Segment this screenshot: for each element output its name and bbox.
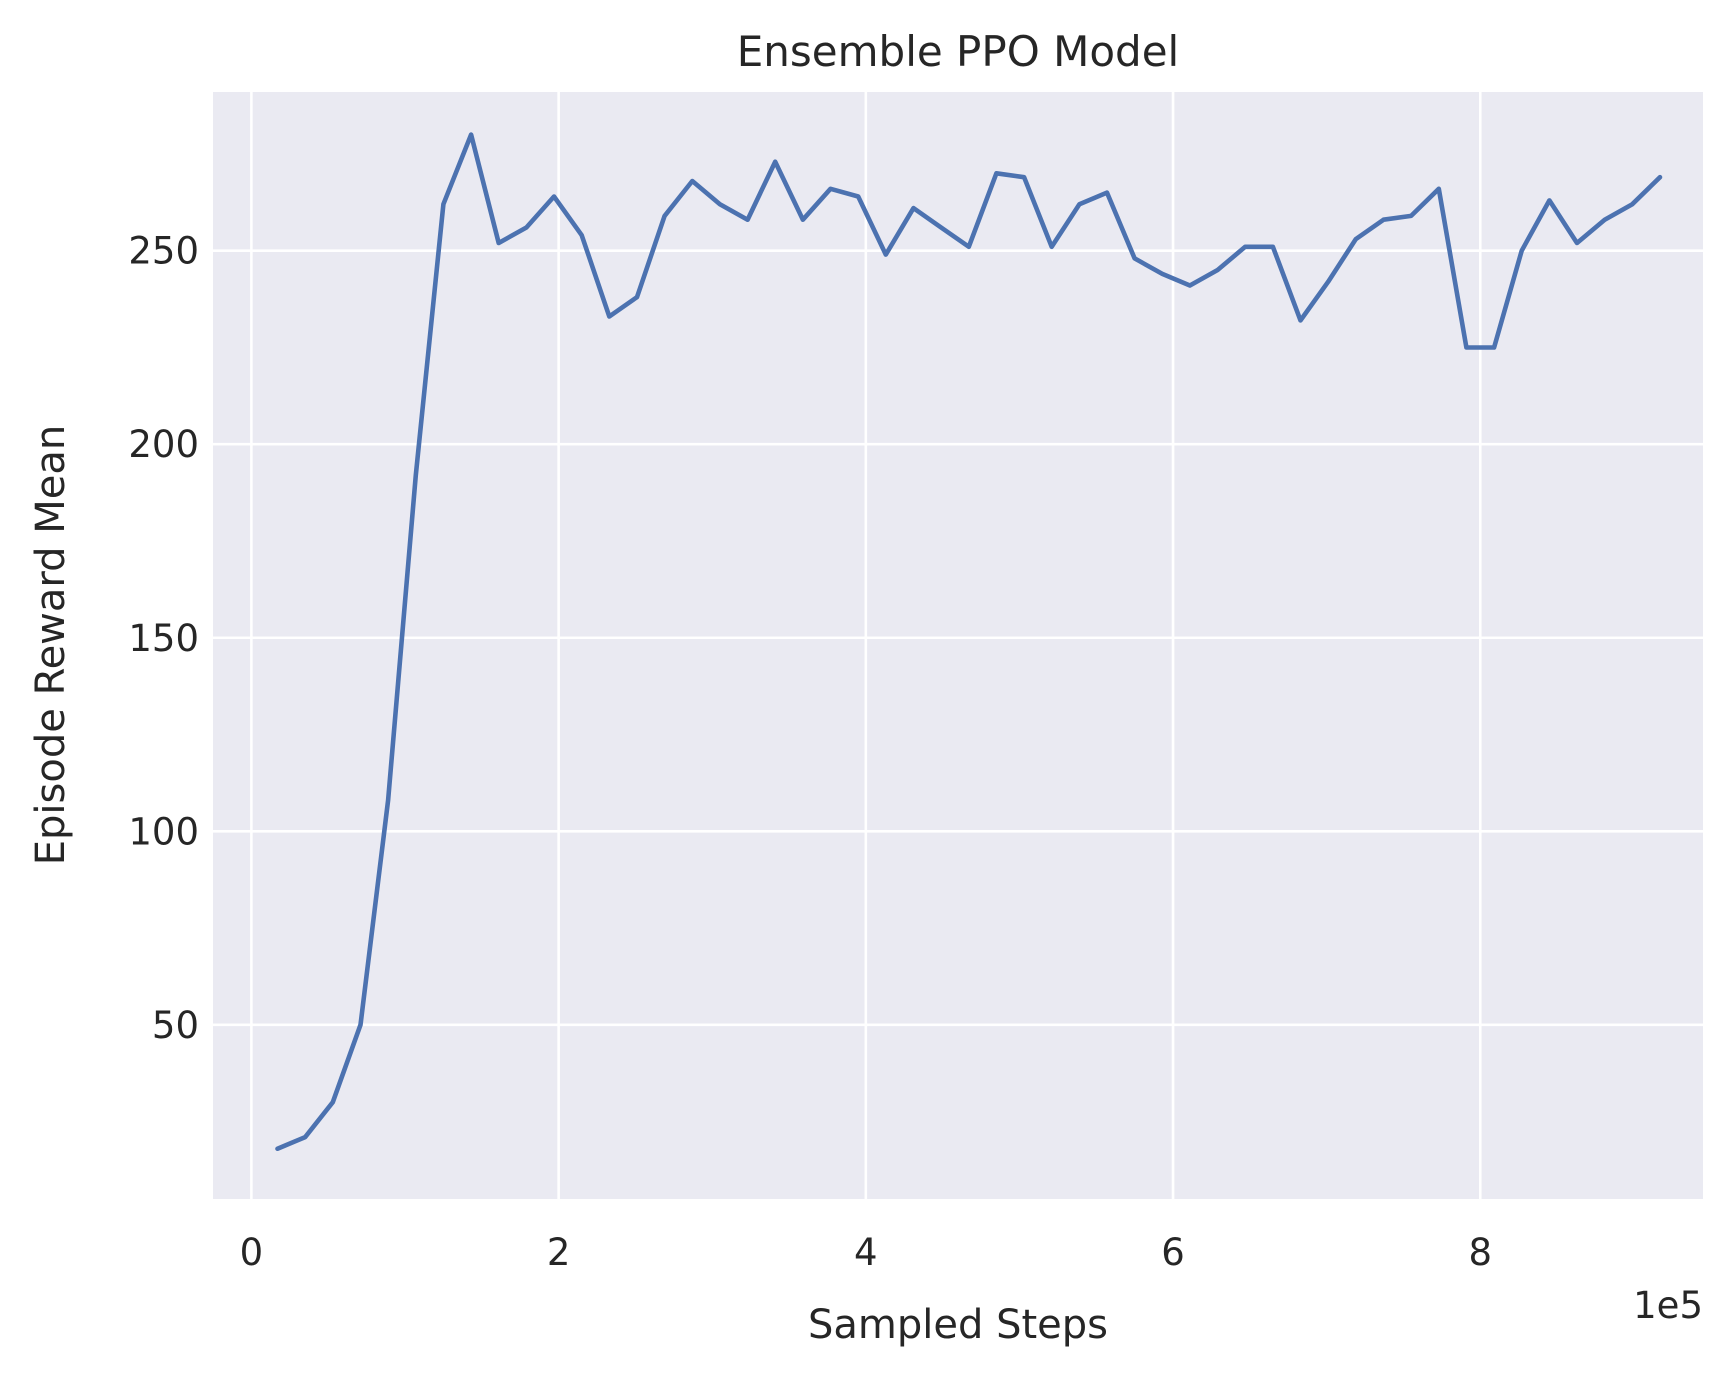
data-point: [1603, 218, 1607, 222]
data-point: [1105, 191, 1109, 195]
data-point: [967, 245, 971, 249]
data-point: [1492, 346, 1496, 349]
x-tick-label-6: 6: [1161, 1231, 1185, 1274]
chart-title: Ensemble PPO Model: [737, 27, 1179, 76]
data-point: [1133, 256, 1137, 260]
data-point: [663, 214, 667, 218]
data-point: [303, 1135, 307, 1139]
data-point: [1354, 237, 1358, 241]
data-point: [1022, 175, 1026, 179]
data-point: [939, 226, 943, 229]
data-point: [1271, 245, 1275, 249]
x-tick-label-4: 4: [854, 1231, 878, 1274]
y-tick-label-150: 150: [128, 617, 199, 660]
data-point: [276, 1147, 279, 1151]
data-point: [386, 798, 390, 802]
data-point: [718, 202, 722, 206]
data-point: [469, 133, 473, 137]
y-tick-label-250: 250: [128, 230, 199, 273]
data-point: [414, 473, 418, 477]
y-tick-label-50: 50: [152, 1004, 199, 1047]
data-point: [1326, 280, 1330, 284]
data-point: [524, 226, 528, 229]
data-point: [856, 195, 860, 198]
data-point: [1299, 318, 1302, 322]
data-point: [994, 171, 998, 175]
data-point: [829, 187, 832, 191]
x-tick-label-0: 0: [240, 1231, 264, 1274]
data-point: [884, 253, 888, 257]
x-tick-label-2: 2: [547, 1231, 571, 1274]
data-point: [773, 160, 777, 164]
data-point: [1243, 245, 1247, 249]
x-axis-label: Sampled Steps: [808, 1302, 1108, 1348]
data-point: [1382, 218, 1385, 222]
y-tick-label-100: 100: [128, 810, 199, 853]
data-point: [1160, 272, 1164, 276]
data-point: [1630, 202, 1634, 206]
data-point: [1077, 202, 1081, 206]
data-point: [607, 315, 611, 318]
data-point: [690, 179, 694, 183]
data-point: [331, 1100, 335, 1104]
data-point: [1575, 241, 1579, 245]
data-point: [1520, 249, 1524, 253]
data-point: [441, 202, 445, 206]
data-point: [1409, 214, 1413, 218]
data-point: [746, 218, 750, 222]
x-tick-label-8: 8: [1468, 1231, 1492, 1274]
y-tick-label-200: 200: [128, 423, 199, 466]
data-point: [359, 1023, 362, 1027]
data-point: [1464, 346, 1468, 349]
x-axis-offset-text: 1e5: [1633, 1284, 1703, 1327]
data-point: [552, 195, 556, 198]
tick-labels: 0 2 4 6 8 50 100 150 200 250: [128, 230, 1492, 1274]
grid-lines: [213, 92, 1703, 1199]
data-point: [497, 241, 501, 245]
data-point: [1658, 175, 1662, 179]
y-axis-label: Episode Reward Mean: [28, 425, 74, 865]
data-point: [1547, 198, 1551, 202]
data-point: [801, 218, 805, 222]
data-point: [912, 206, 915, 210]
data-point: [1050, 245, 1054, 249]
data-point: [1188, 284, 1192, 287]
data-point: [1437, 187, 1441, 191]
data-point: [1216, 268, 1220, 272]
series-layer: [275, 132, 1663, 1151]
data-point: [635, 295, 639, 299]
data-point: [580, 233, 584, 237]
